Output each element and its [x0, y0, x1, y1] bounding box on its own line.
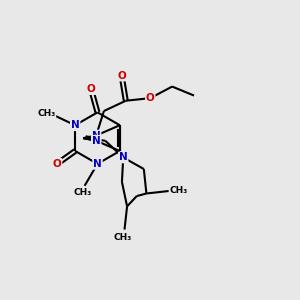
- Text: O: O: [146, 93, 154, 103]
- Text: N: N: [93, 159, 102, 169]
- Text: N: N: [92, 130, 100, 140]
- Text: N: N: [71, 120, 80, 130]
- Text: N: N: [92, 136, 100, 146]
- Text: CH₃: CH₃: [169, 186, 188, 195]
- Text: O: O: [53, 159, 62, 169]
- Text: O: O: [118, 70, 126, 81]
- Text: CH₃: CH₃: [37, 110, 56, 118]
- Text: O: O: [87, 84, 95, 94]
- Text: CH₃: CH₃: [113, 233, 132, 242]
- Text: CH₃: CH₃: [74, 188, 92, 197]
- Text: N: N: [119, 152, 128, 162]
